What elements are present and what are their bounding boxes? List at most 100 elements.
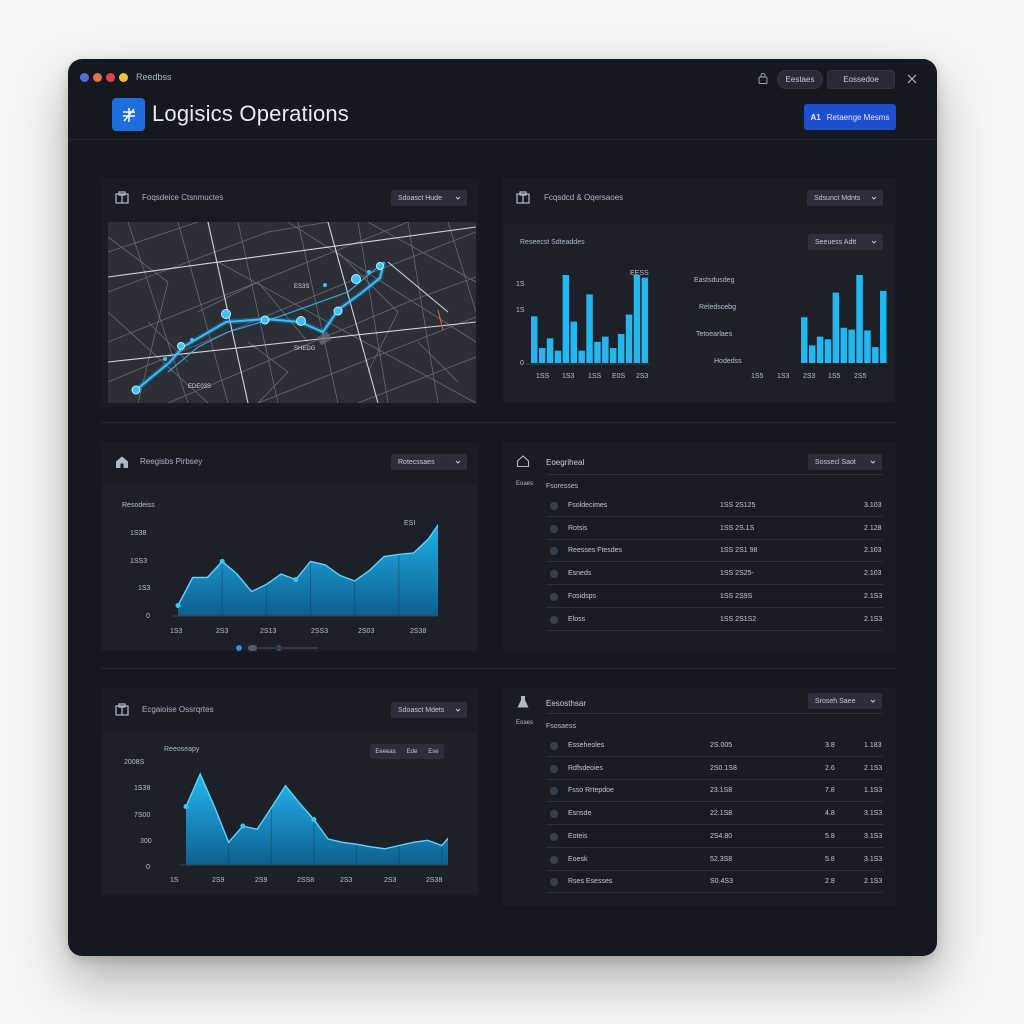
row-radio[interactable] (550, 787, 558, 796)
area2-ylabel: Reeoseapy (164, 746, 200, 753)
data-point[interactable] (311, 817, 317, 822)
row-radio[interactable] (550, 855, 558, 864)
table2-divider (546, 713, 883, 714)
bar[interactable] (531, 316, 538, 363)
bar[interactable] (602, 336, 609, 363)
data-point[interactable] (240, 823, 246, 829)
bar[interactable] (610, 348, 617, 363)
table-row[interactable]: Rotsis 1SS 2S.1S 2.128 (546, 518, 883, 540)
y-tick: 1S (516, 307, 525, 314)
bar[interactable] (617, 333, 625, 363)
row-radio[interactable] (550, 592, 558, 601)
row-radio[interactable] (550, 547, 558, 556)
table1-panel-dropdown[interactable]: Sossecl Saot (808, 454, 882, 470)
table-row[interactable]: Fosidsps 1SS 2S9S 2.1S3 (546, 586, 883, 608)
bar[interactable] (538, 348, 546, 363)
data-point[interactable] (293, 577, 299, 583)
bars-panel-dropdown[interactable]: Sdsunct Mdnts (807, 190, 883, 206)
table1-divider (546, 474, 883, 475)
cell-ratio: 3.8 (825, 742, 835, 749)
window-dot-4[interactable] (119, 73, 128, 82)
pager-dot-active[interactable] (236, 645, 242, 651)
titlebar-button-right[interactable]: Eossedoe (827, 70, 895, 89)
table2-panel-title: Eesosthsar (546, 699, 587, 708)
bar[interactable] (562, 275, 570, 363)
table-row[interactable]: Eloss 1SS 2S1S2 2.1S3 (546, 609, 883, 631)
bar[interactable] (856, 275, 863, 363)
cell-total: 3.1S3 (864, 810, 883, 818)
row-radio[interactable] (550, 615, 558, 624)
segment-option[interactable]: Ese (428, 748, 439, 755)
bar[interactable] (554, 350, 562, 363)
area1-panel-dropdown[interactable]: Rotecssaes (391, 454, 467, 470)
bar[interactable] (808, 345, 816, 363)
table-row[interactable]: Rses Esesses S0.4S3 2.8 2.1S3 (546, 871, 883, 894)
table-row[interactable]: Esseheoles 2S.005 3.8 1.183 (546, 735, 883, 757)
bar[interactable] (840, 327, 848, 363)
bar[interactable] (578, 350, 585, 363)
chevron-down-icon (870, 460, 876, 464)
titlebar-button-left[interactable]: Eestaes (777, 70, 823, 89)
route-stop (376, 262, 384, 270)
primary-action-button[interactable]: A1 Retaenge Mesms (804, 104, 896, 130)
bar[interactable] (641, 277, 649, 363)
bar[interactable] (625, 314, 633, 363)
area2-panel-dropdown[interactable]: Sdoasct Mdets (391, 702, 467, 718)
row-radio[interactable] (550, 878, 558, 887)
table-row[interactable]: Esnsde 22.1S8 4.8 3.1S3 (546, 803, 883, 826)
bar[interactable] (801, 317, 808, 363)
y-tick: 0 (146, 613, 150, 620)
table-row[interactable]: Fsso Rrtepdoe 23.1S8 7.8 1.1S3 (546, 780, 883, 803)
window-dot-1[interactable] (80, 73, 89, 82)
panel-box-icon (516, 191, 530, 204)
segment-option[interactable]: Eeeeas (375, 748, 396, 755)
route-map[interactable]: ES3S SHEDG EDE03S (108, 222, 476, 403)
bar[interactable] (872, 347, 879, 363)
bars-dropdown-label: Sdsunct Mdnts (814, 194, 861, 202)
bar[interactable] (864, 330, 871, 363)
row-radio[interactable] (550, 570, 558, 579)
bar[interactable] (832, 292, 840, 363)
row-radio[interactable] (550, 764, 558, 773)
x-tick: 2S3 (216, 628, 229, 635)
close-icon[interactable] (906, 73, 918, 85)
table-row[interactable]: Reesses Ftesdes 1SS 2S1 98 2.103 (546, 540, 883, 563)
y-tick: 300 (140, 838, 152, 845)
bar[interactable] (816, 336, 824, 363)
data-point[interactable] (183, 804, 189, 809)
data-point[interactable] (219, 558, 225, 564)
data-point[interactable] (175, 603, 181, 608)
bars-sub-dropdown[interactable]: Seeuess Adtt (808, 234, 883, 250)
pager-dot[interactable] (248, 645, 257, 651)
table-row[interactable]: Rdfsdeoies 2S0.1S8 2.6 2.1S3 (546, 758, 883, 780)
map-panel-dropdown[interactable]: Sdoasct Hude (391, 190, 467, 206)
bar[interactable] (880, 290, 887, 363)
x-tick: 2S9 (255, 877, 268, 884)
window-dot-2[interactable] (93, 73, 102, 82)
lock-icon[interactable] (758, 72, 768, 84)
area2-segment[interactable]: Eeeeas Ede Ese (370, 744, 444, 759)
table-row[interactable]: Esneds 1SS 2S25- 2.103 (546, 563, 883, 586)
row-radio[interactable] (550, 742, 558, 750)
table1-side-label: Eoaes (516, 481, 534, 487)
bar[interactable] (633, 275, 641, 363)
bar[interactable] (848, 329, 855, 363)
bar[interactable] (594, 341, 601, 363)
legend-label: EESS (630, 270, 649, 277)
bar[interactable] (824, 339, 832, 363)
segment-option[interactable]: Ede (406, 748, 418, 755)
cell-value: 2S.005 (710, 742, 733, 749)
table-row[interactable]: Eoesk 52.3S8 5.8 3.1S3 (546, 849, 883, 871)
row-radio[interactable] (550, 832, 558, 841)
row-radio[interactable] (550, 502, 558, 510)
table2-panel-dropdown[interactable]: Sroseh Saee (808, 693, 882, 709)
bar[interactable] (586, 294, 593, 363)
bar[interactable] (546, 338, 554, 363)
table-row[interactable]: Fsoldecimes 1SS 2S125 3.103 (546, 495, 883, 517)
close-window-dot[interactable] (106, 73, 115, 82)
table2-header: Fsosaess (546, 723, 576, 730)
row-radio[interactable] (550, 810, 558, 819)
table-row[interactable]: Eoteis 2S4.80 5.8 3.1S3 (546, 826, 883, 848)
row-radio[interactable] (550, 524, 558, 533)
bar[interactable] (570, 321, 578, 363)
